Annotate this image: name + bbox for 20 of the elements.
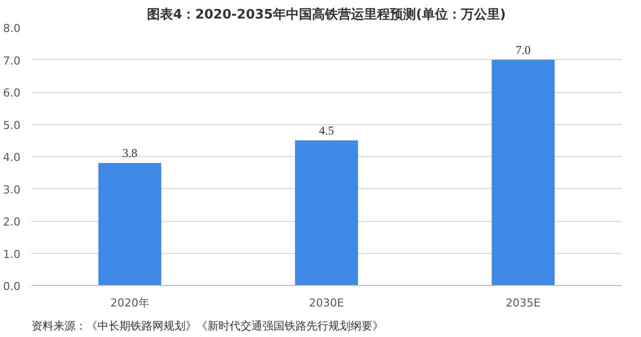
x-tick-label: 2030E [309,296,344,310]
data-label: 7.0 [516,42,531,57]
chart-title: 图表4：2020-2035年中国高铁营运里程预测(单位：万公里) [147,6,506,22]
data-label: 4.5 [319,123,334,138]
bar [98,162,162,286]
text: 资料来源：《中长期铁路网规划》《新时代交通强国铁路先行规划纲要》 [32,320,384,332]
bar [295,140,358,286]
data-label: 3.8 [122,146,138,160]
x-tick-label: 2035E [506,296,541,310]
y-tick-label: 4.0 [3,151,21,164]
y-tick-label: 2.0 [3,216,21,228]
x-tick-label: 2020年 [110,296,150,310]
y-tick-label: 0.0 [3,280,21,293]
y-tick-label: 6.0 [3,86,21,100]
y-tick-label: 8.0 [3,22,21,35]
y-tick-label: 3.0 [3,183,21,196]
bar [492,60,555,286]
y-tick-label: 7.0 [3,54,21,68]
y-tick-label: 1.0 [3,248,21,261]
y-tick-label: 5.0 [3,118,21,132]
